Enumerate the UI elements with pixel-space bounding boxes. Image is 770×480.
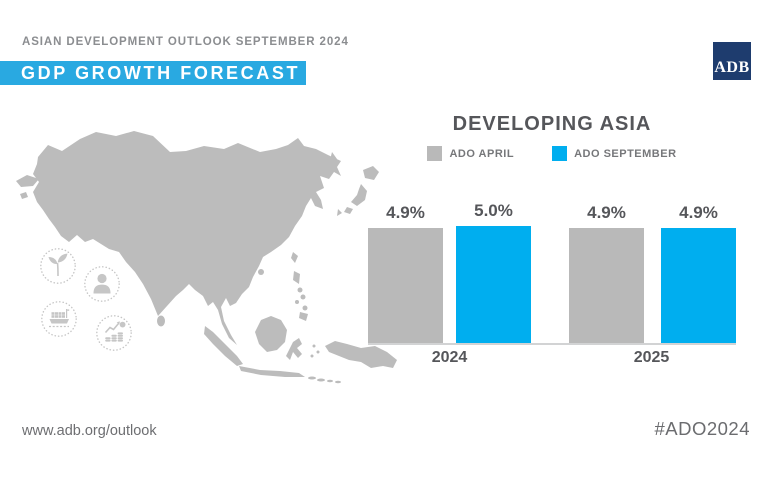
legend-label-september: ADO SEPTEMBER [574, 147, 677, 160]
bar-2025-april [569, 228, 644, 343]
x-axis-baseline [368, 343, 736, 345]
sakhalin [330, 152, 337, 169]
luzon [293, 271, 300, 284]
bar-chart: DEVELOPING ASIA ADO APRIL ADO SEPTEMBER … [368, 106, 736, 380]
sulawesi [286, 338, 302, 360]
west-island [20, 192, 28, 199]
asia-mainland [33, 131, 341, 345]
bar-2024-september [456, 226, 531, 343]
title-banner: GDP GROWTH FORECAST [0, 61, 306, 85]
hashtag: #ADO2024 [654, 418, 750, 439]
page-title: GDP GROWTH FORECAST [21, 63, 301, 83]
kyushu [344, 207, 353, 214]
adb-logo-text: ADB [714, 59, 750, 76]
category-label-2024: 2024 [431, 349, 468, 366]
honshu [351, 184, 367, 206]
java [239, 366, 305, 377]
legend-swatch-april [427, 146, 443, 161]
category-label-2025: 2025 [633, 349, 670, 366]
bar-group-2024-september: 5.0% [456, 201, 531, 343]
adb-logo: ADB [713, 42, 751, 80]
bar-value-label: 4.9% [679, 203, 718, 222]
bar-value-label: 4.9% [386, 203, 425, 222]
bar-group-2024-april: 4.9% [368, 203, 443, 343]
legend-item-april: ADO APRIL [427, 146, 514, 161]
cargo-ship-icon [41, 301, 77, 337]
bar-value-label: 5.0% [474, 201, 513, 220]
bar-2024-april [368, 228, 443, 343]
person-icon [84, 266, 120, 302]
sumatra [204, 326, 243, 366]
growth-chart-icon [96, 315, 132, 351]
hainan [258, 269, 264, 275]
chart-legend: ADO APRIL ADO SEPTEMBER [368, 146, 736, 161]
sri-lanka [157, 315, 165, 327]
asia-map-silhouette [16, 131, 397, 384]
shikoku [337, 209, 342, 216]
report-kicker: ASIAN DEVELOPMENT OUTLOOK SEPTEMBER 2024 [22, 36, 349, 48]
new-guinea [325, 341, 397, 368]
bar-group-2025-april: 4.9% [569, 203, 644, 343]
mindanao [299, 312, 308, 321]
taiwan [291, 252, 298, 263]
bar-2025-september [661, 228, 736, 343]
borneo [255, 316, 287, 352]
hokkaido [363, 166, 379, 180]
legend-item-september: ADO SEPTEMBER [552, 146, 676, 161]
west-landmass [16, 175, 39, 187]
bar-value-label: 4.9% [587, 203, 626, 222]
website-url: www.adb.org/outlook [22, 423, 157, 439]
legend-swatch-september [552, 146, 568, 161]
chart-title: DEVELOPING ASIA [452, 113, 652, 135]
bar-group-2025-september: 4.9% [661, 203, 736, 343]
legend-label-april: ADO APRIL [449, 147, 515, 160]
sprout-icon [40, 248, 76, 284]
